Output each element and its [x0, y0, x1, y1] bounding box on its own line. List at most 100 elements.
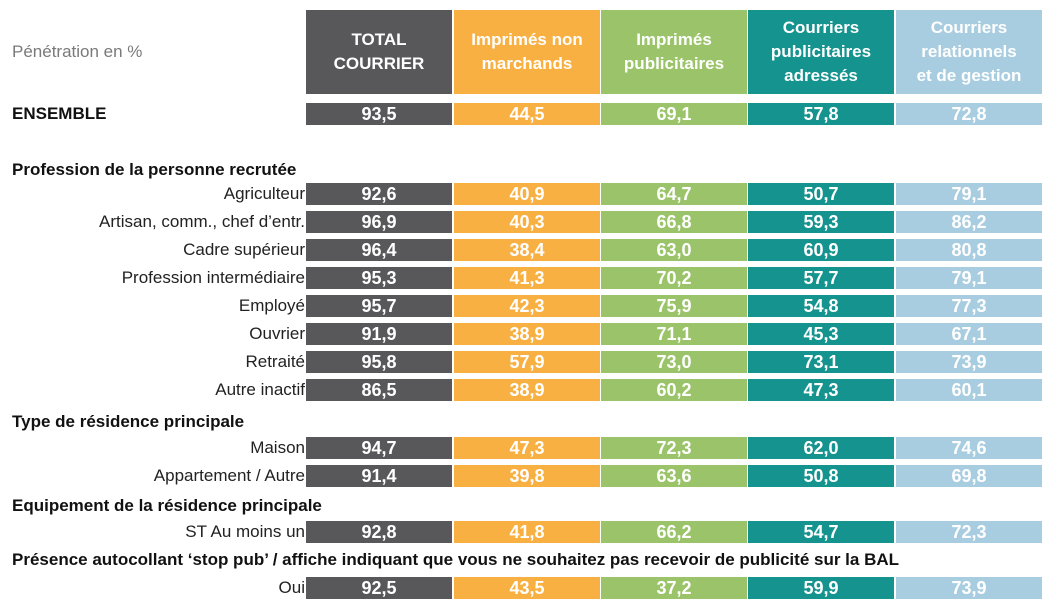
column-header-line: TOTAL: [351, 30, 407, 49]
table-cell: 66,8: [601, 211, 747, 233]
table-cell: 79,1: [896, 267, 1042, 289]
table-cell: 92,5: [306, 577, 452, 599]
ensemble-row-label: ENSEMBLE: [12, 104, 107, 123]
table-cell: 57,9: [454, 351, 600, 373]
column-header-line: adressés: [784, 66, 858, 85]
table-cell: 62,0: [748, 437, 894, 459]
table-cell: 93,5: [306, 103, 452, 125]
table-row-label: Profession intermédiaire: [121, 268, 305, 287]
table-cell: 43,5: [454, 577, 600, 599]
table-cell: 72,8: [896, 103, 1042, 125]
table-row-label: Autre inactif: [215, 380, 305, 399]
table-cell: 44,5: [454, 103, 600, 125]
table-cell: 74,6: [896, 437, 1042, 459]
column-header-line: COURRIER: [333, 54, 425, 73]
table-cell: 92,6: [306, 183, 452, 205]
table-cell: 69,8: [896, 465, 1042, 487]
column-header: Courriers publicitaires adressés: [748, 10, 894, 94]
column-header-line: et de gestion: [916, 66, 1022, 85]
table-cell: 41,3: [454, 267, 600, 289]
table-cell: 71,1: [601, 323, 747, 345]
column-header-line: Courriers: [930, 18, 1008, 37]
table-cell: 63,6: [601, 465, 747, 487]
table-cell: 66,2: [601, 521, 747, 543]
table-cell: 70,2: [601, 267, 747, 289]
table-cell: 54,7: [748, 521, 894, 543]
table-row-label: Artisan, comm., chef d’entr.: [99, 212, 305, 231]
table-cell: 67,1: [896, 323, 1042, 345]
table-cell: 72,3: [601, 437, 747, 459]
table-cell: 69,1: [601, 103, 747, 125]
table-cell: 63,0: [601, 239, 747, 261]
table-cell: 96,9: [306, 211, 452, 233]
table-row-label: Maison: [250, 438, 305, 457]
table-cell: 80,8: [896, 239, 1042, 261]
table-cell: 60,2: [601, 379, 747, 401]
table-cell: 73,9: [896, 577, 1042, 599]
column-header: TOTAL COURRIER: [306, 10, 452, 94]
column-header-line: relationnels: [921, 42, 1017, 61]
table-cell: 40,3: [454, 211, 600, 233]
table-row-label: Agriculteur: [223, 184, 305, 203]
table-cell: 73,1: [748, 351, 894, 373]
table-cell: 40,9: [454, 183, 600, 205]
table-cell: 73,9: [896, 351, 1042, 373]
table-row-label: Ouvrier: [249, 324, 305, 343]
column-header: Imprimés publicitaires: [601, 10, 747, 94]
table-cell: 42,3: [454, 295, 600, 317]
table-row-label: Cadre supérieur: [183, 240, 305, 259]
table-cell: 86,5: [306, 379, 452, 401]
section-title: Profession de la personne recrutée: [12, 160, 297, 179]
table-cell: 79,1: [896, 183, 1042, 205]
table-cell: 92,8: [306, 521, 452, 543]
table-cell: 95,3: [306, 267, 452, 289]
table-cell: 57,8: [748, 103, 894, 125]
table-cell: 95,8: [306, 351, 452, 373]
table-cell: 91,9: [306, 323, 452, 345]
column-header-line: publicitaires: [623, 54, 725, 73]
table-row-label: ST Au moins un: [185, 522, 305, 541]
table-cell: 47,3: [748, 379, 894, 401]
table-row-label: Oui: [278, 578, 305, 597]
table-cell: 50,7: [748, 183, 894, 205]
table-cell: 95,7: [306, 295, 452, 317]
table-cell: 45,3: [748, 323, 894, 345]
table-cell: 72,3: [896, 521, 1042, 543]
column-header: Imprimés non marchands: [454, 10, 600, 94]
table-cell: 86,2: [896, 211, 1042, 233]
table-cell: 77,3: [896, 295, 1042, 317]
table-row-label: Appartement / Autre: [153, 466, 305, 485]
table-cell: 47,3: [454, 437, 600, 459]
column-header-line: publicitaires: [770, 42, 872, 61]
section-title: Equipement de la résidence principale: [12, 496, 322, 515]
table-cell: 37,2: [601, 577, 747, 599]
table-caption: Pénétration en %: [12, 42, 143, 61]
table-cell: 59,3: [748, 211, 894, 233]
table-cell: 57,7: [748, 267, 894, 289]
table-cell: 50,8: [748, 465, 894, 487]
table-cell: 59,9: [748, 577, 894, 599]
table-cell: 60,9: [748, 239, 894, 261]
table-cell: 38,9: [454, 379, 600, 401]
table-cell: 91,4: [306, 465, 452, 487]
table-cell: 75,9: [601, 295, 747, 317]
table-row-label: Retraité: [245, 352, 305, 371]
column-header-line: marchands: [481, 54, 573, 73]
table-cell: 96,4: [306, 239, 452, 261]
table-cell: 39,8: [454, 465, 600, 487]
table-cell: 64,7: [601, 183, 747, 205]
section-title: Type de résidence principale: [12, 412, 245, 431]
table-cell: 38,4: [454, 239, 600, 261]
table-row-label: Employé: [238, 296, 305, 315]
section-title: Présence autocollant ‘stop pub’ / affich…: [12, 550, 900, 569]
table-cell: 54,8: [748, 295, 894, 317]
table-cell: 38,9: [454, 323, 600, 345]
table-cell: 73,0: [601, 351, 747, 373]
column-header-line: Imprimés: [636, 30, 712, 49]
column-header-line: Courriers: [782, 18, 860, 37]
table-cell: 94,7: [306, 437, 452, 459]
column-header-line: Imprimés non: [471, 30, 583, 49]
table-cell: 41,8: [454, 521, 600, 543]
column-header: Courriers relationnels et de gestion: [896, 10, 1042, 94]
table-cell: 60,1: [896, 379, 1042, 401]
